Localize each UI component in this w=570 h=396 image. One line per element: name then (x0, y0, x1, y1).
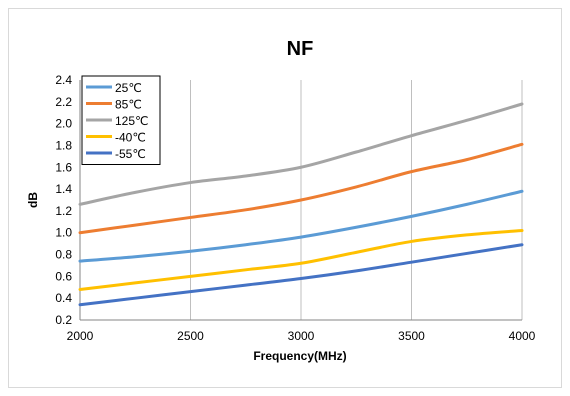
x-axis-label: Frequency(MHz) (253, 349, 346, 363)
legend-entry-2: 125℃ (115, 114, 149, 128)
x-tick-label: 2000 (67, 329, 94, 343)
y-tick-label: 0.2 (55, 313, 72, 327)
y-tick-label: 1.2 (55, 204, 72, 218)
chart-frame (8, 8, 562, 388)
x-tick-label: 3000 (288, 329, 315, 343)
series-line-2 (78, 102, 524, 206)
y-tick-label: 2.0 (55, 117, 72, 131)
axes: 2000 2500 3000 3500 4000 0.2 0.4 0.6 0.8 1.0 1.2 1.… (55, 73, 535, 343)
series-line-0 (78, 189, 524, 263)
legend-entry-1: 85℃ (115, 98, 142, 112)
chart-title: NF (287, 38, 314, 60)
legend-entry-0: 25℃ (115, 81, 142, 95)
series-line-4 (78, 243, 524, 307)
y-tick-label: 0.8 (55, 248, 72, 262)
y-tick-label: 1.6 (55, 160, 72, 174)
legend-entry-3: -40℃ (115, 131, 146, 145)
legend: 25℃ 85℃ 125℃ -40℃ -55℃ (81, 75, 161, 165)
x-tick-label: 3500 (398, 329, 425, 343)
y-tick-label: 1.8 (55, 138, 72, 152)
y-tick-label: 2.2 (55, 95, 72, 109)
y-axis-label: dB (26, 192, 40, 208)
y-tick-label: 1.0 (55, 226, 72, 240)
series-lines (78, 102, 524, 307)
y-tick-label: 0.6 (55, 269, 72, 283)
y-tick-label: 2.4 (55, 73, 72, 87)
x-tick-label: 4000 (509, 329, 536, 343)
y-tick-label: 0.4 (55, 291, 72, 305)
y-tick-label: 1.4 (55, 182, 72, 196)
x-tick-label: 2500 (177, 329, 204, 343)
series-line-1 (78, 142, 524, 235)
series-line-3 (78, 229, 524, 291)
legend-entry-4: -55℃ (115, 147, 146, 161)
